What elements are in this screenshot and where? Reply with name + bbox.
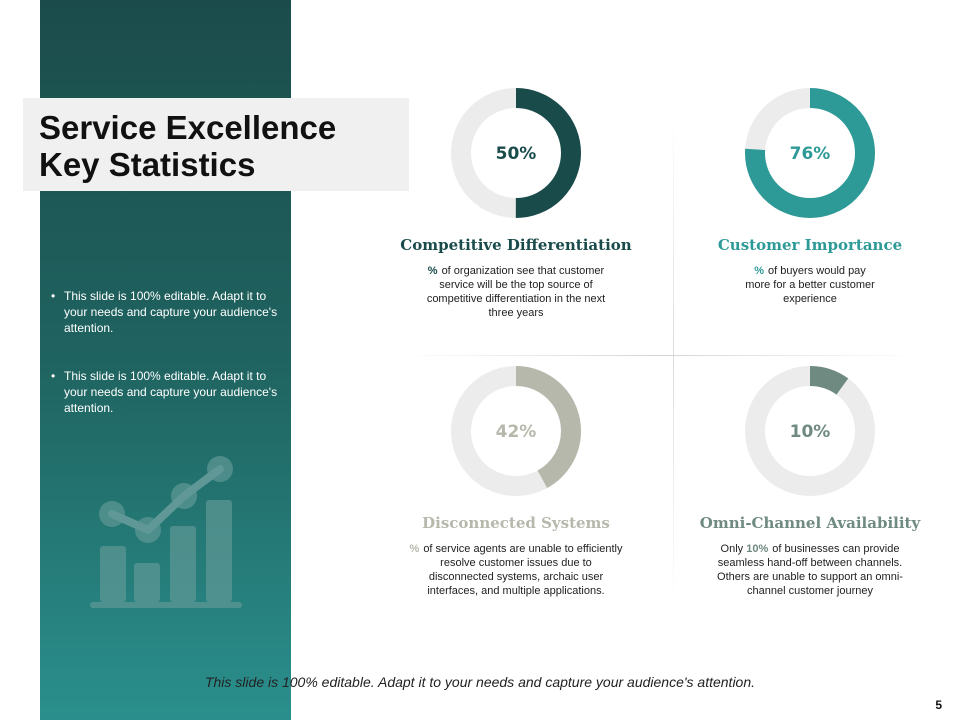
stat-desc-percent: % — [754, 265, 764, 277]
stat-description: % of service agents are unable to efficie… — [409, 542, 624, 598]
stat-desc-text: of service agents are unable to efficien… — [423, 543, 623, 597]
bullet-list: This slide is 100% editable. Adapt it to… — [48, 288, 280, 448]
donut-arc — [451, 366, 581, 496]
growth-chart-icon — [90, 456, 242, 608]
stat-title: Customer Importance — [717, 236, 903, 254]
vertical-divider — [673, 110, 674, 610]
donut-arc — [745, 88, 875, 218]
stat-desc-text: of businesses can provide seamless hand-… — [717, 543, 903, 597]
stat-desc-percent: 10% — [746, 543, 769, 555]
stat-description: Only 10% of businesses can provide seamle… — [704, 542, 916, 598]
stat-title: Competitive Differentiation — [400, 236, 632, 254]
donut-chart: 50% — [451, 88, 581, 218]
page-number: 5 — [935, 698, 942, 712]
title-line-1: Service Excellence — [39, 109, 337, 146]
donut-arc — [451, 88, 581, 218]
donut-value-label: 10% — [790, 422, 831, 442]
stat-description: % of organization see that customer servi… — [416, 264, 616, 320]
horizontal-divider — [400, 355, 920, 356]
stat-title: Omni-Channel Availability — [699, 514, 921, 532]
page-title: Service Excellence Key Statistics — [39, 109, 336, 183]
donut-value-label: 50% — [496, 144, 537, 164]
title-box: Service Excellence Key Statistics — [23, 98, 409, 191]
stat-omni-channel-availability: 10% Omni-Channel Availability Only 10% of… — [680, 366, 940, 598]
stat-competitive-differentiation: 50% Competitive Differentiation % of orga… — [386, 88, 646, 320]
stat-description: % of buyers would pay more for a better c… — [745, 264, 875, 306]
donut-chart: 76% — [745, 88, 875, 218]
stat-desc-percent: % — [427, 265, 438, 277]
donut-value-label: 42% — [496, 422, 537, 442]
stat-customer-importance: 76% Customer Importance % of buyers would… — [680, 88, 940, 306]
footer-note: This slide is 100% editable. Adapt it to… — [204, 674, 756, 690]
stat-desc-percent: % — [409, 543, 420, 555]
stat-title: Disconnected Systems — [422, 514, 610, 532]
bullet-item: This slide is 100% editable. Adapt it to… — [48, 288, 280, 336]
stat-desc-text: of organization see that customer servic… — [426, 265, 606, 319]
stat-desc-text: of buyers would pay more for a better cu… — [745, 265, 875, 305]
bullet-item: This slide is 100% editable. Adapt it to… — [48, 368, 280, 416]
donut-chart: 42% — [451, 366, 581, 496]
stat-desc-prefix: Only — [720, 543, 744, 555]
donut-value-label: 76% — [790, 144, 831, 164]
stat-disconnected-systems: 42% Disconnected Systems % of service age… — [386, 366, 646, 598]
title-line-2: Key Statistics — [39, 146, 256, 183]
donut-chart: 10% — [745, 366, 875, 496]
donut-arc — [745, 366, 875, 496]
